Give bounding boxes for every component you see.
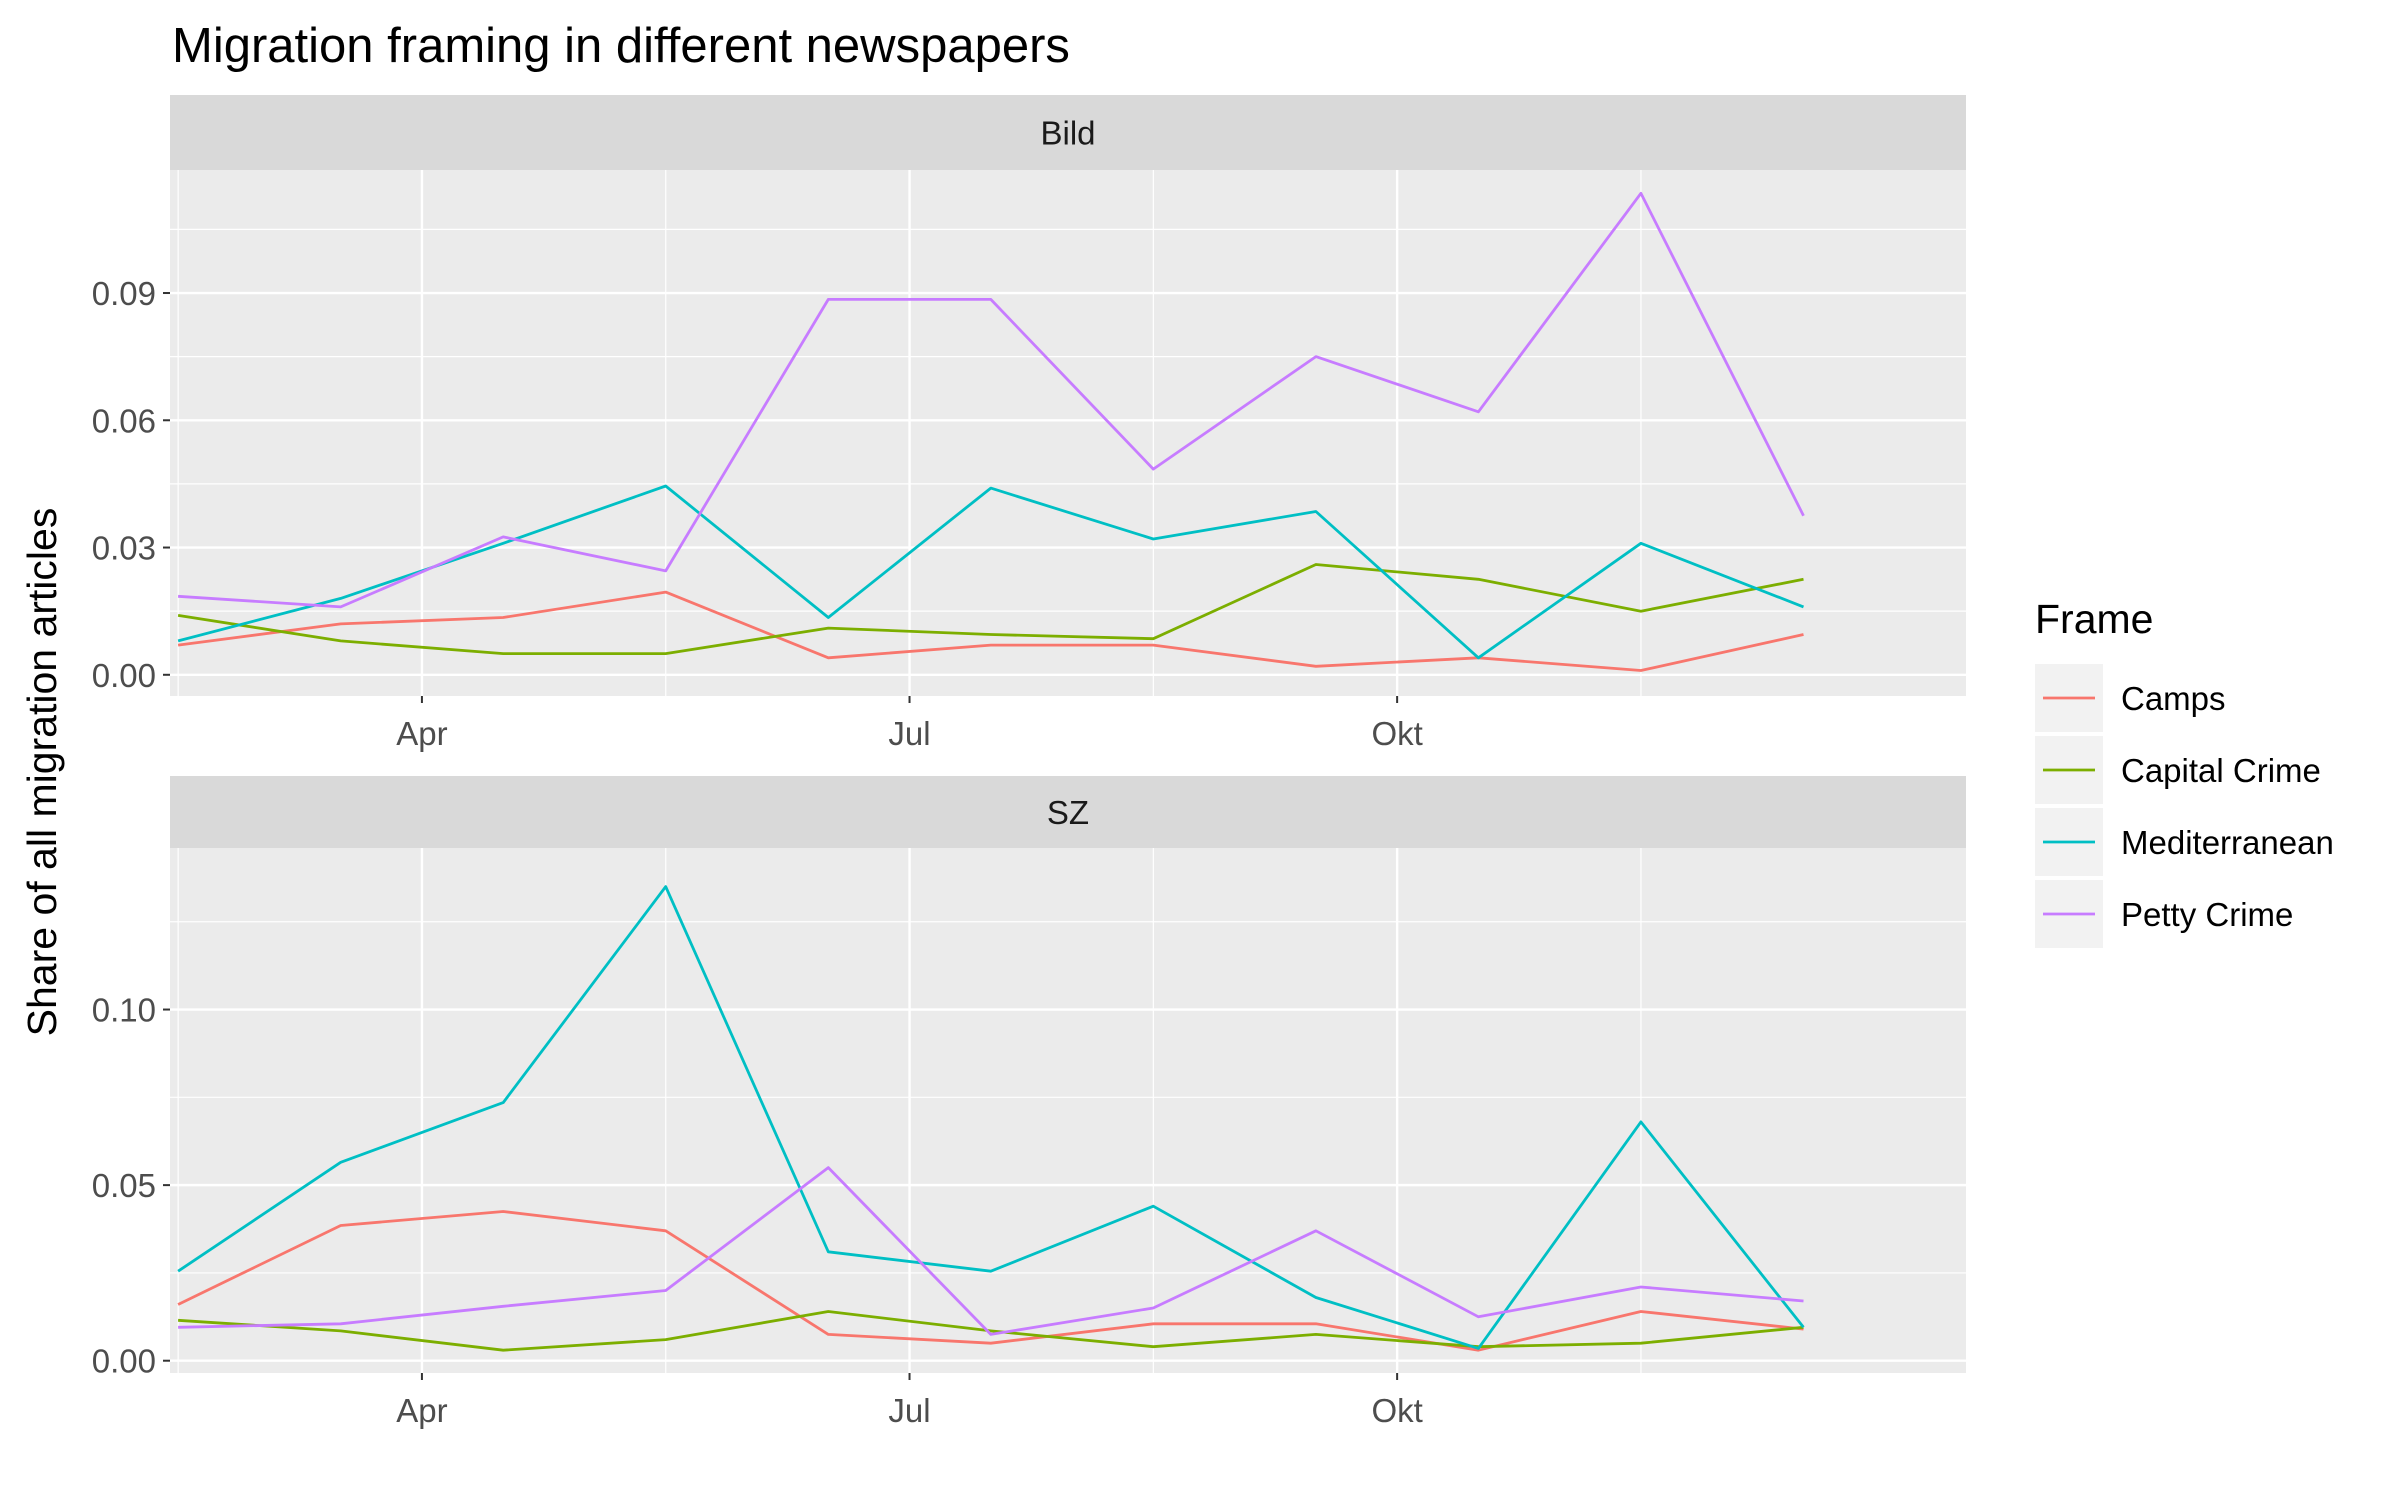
gridlines (170, 848, 1966, 1373)
x-tick-label: Okt (1371, 1392, 1422, 1429)
facet-strip-label: SZ (1047, 794, 1089, 831)
series-lines (177, 191, 1805, 672)
x-tick-label: Jul (888, 715, 930, 752)
gridlines (170, 170, 1966, 696)
y-tick-label: 0.09 (92, 275, 156, 312)
panel-background (170, 170, 1966, 696)
series-line-petty-crime (178, 1166, 1804, 1336)
x-tick-label: Apr (396, 1392, 447, 1429)
legend-label: Camps (2121, 680, 2226, 717)
legend-label: Mediterranean (2121, 824, 2334, 861)
legend-item-mediterranean: Mediterranean (2035, 808, 2334, 876)
y-tick-label: 0.10 (92, 992, 156, 1029)
legend-title: Frame (2035, 596, 2153, 642)
series-line-camps (177, 590, 1804, 672)
x-tick-label: Jul (888, 1392, 930, 1429)
x-tick-label: Apr (396, 715, 447, 752)
facet-strip (170, 776, 1966, 848)
series-line-mediterranean (177, 885, 1805, 1350)
legend-item-capital-crime: Capital Crime (2035, 736, 2321, 804)
series-line-camps (177, 1210, 1804, 1352)
y-tick-label: 0.00 (92, 1343, 156, 1380)
y-tick-label: 0.05 (92, 1167, 156, 1204)
legend-label: Petty Crime (2121, 896, 2293, 933)
facet-strip (170, 95, 1966, 170)
legend-item-camps: Camps (2035, 664, 2226, 732)
legend-label: Capital Crime (2121, 752, 2321, 789)
y-tick-label: 0.00 (92, 657, 156, 694)
y-tick-label: 0.03 (92, 530, 156, 567)
facet-panels: Bild 0.00 0.03 0.06 0.09 Apr Jul Okt SZ 0.00 0.05 0… (92, 95, 1966, 1429)
facet-strip-label: Bild (1040, 115, 1095, 152)
y-tick-label: 0.06 (92, 402, 156, 439)
series-line-petty-crime (178, 191, 1805, 609)
legend: Frame Camps Capital Crime Mediterranean Pet… (2035, 596, 2334, 948)
series-line-capital-crime (177, 563, 1804, 655)
y-axis-title: Share of all migration articles (19, 508, 65, 1037)
x-tick-label: Okt (1371, 715, 1422, 752)
panel-background (170, 848, 1966, 1373)
chart-title: Migration framing in different newspaper… (172, 19, 1070, 73)
panel-sz: SZ 0.00 0.05 0.10 Apr Jul Okt (92, 776, 1966, 1429)
series-lines (177, 885, 1805, 1352)
series-line-capital-crime (178, 1310, 1804, 1352)
panel-bild: Bild 0.00 0.03 0.06 0.09 Apr Jul Okt (92, 95, 1966, 752)
legend-item-petty-crime: Petty Crime (2035, 880, 2293, 948)
